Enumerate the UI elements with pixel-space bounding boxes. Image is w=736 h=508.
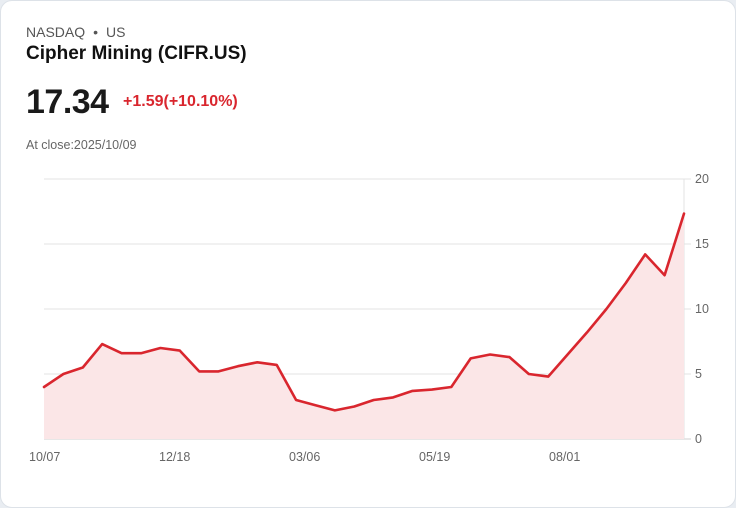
price-area-fill: [44, 213, 684, 439]
current-price: 17.34: [26, 83, 109, 121]
price-change: +1.59(+10.10%): [123, 93, 238, 110]
y-tick-5: 5: [695, 367, 702, 381]
market-name: US: [106, 24, 126, 40]
x-tick-0801: 08/01: [549, 450, 580, 464]
x-axis-labels: 10/07 12/18 03/06 05/19 08/01: [29, 450, 580, 464]
y-tick-10: 10: [695, 302, 709, 316]
x-tick-1218: 12/18: [159, 450, 190, 464]
price-chart[interactable]: 20 15 10 5 0 10/07 12/18 03/06 05/19 08/…: [1, 161, 736, 471]
y-tick-15: 15: [695, 237, 709, 251]
stock-title: Cipher Mining (CIFR.US): [26, 43, 247, 64]
x-tick-0519: 05/19: [419, 450, 450, 464]
close-timestamp: At close:2025/10/09: [26, 138, 137, 152]
y-tick-20: 20: [695, 172, 709, 186]
x-tick-0306: 03/06: [289, 450, 320, 464]
price-line: [42, 212, 686, 412]
y-axis-labels: 20 15 10 5 0: [695, 172, 709, 446]
y-tick-0: 0: [695, 432, 702, 446]
exchange-line: NASDAQ • US: [26, 24, 125, 40]
x-tick-1007: 10/07: [29, 450, 60, 464]
separator-dot: •: [93, 24, 99, 40]
exchange-name: NASDAQ: [26, 24, 86, 40]
